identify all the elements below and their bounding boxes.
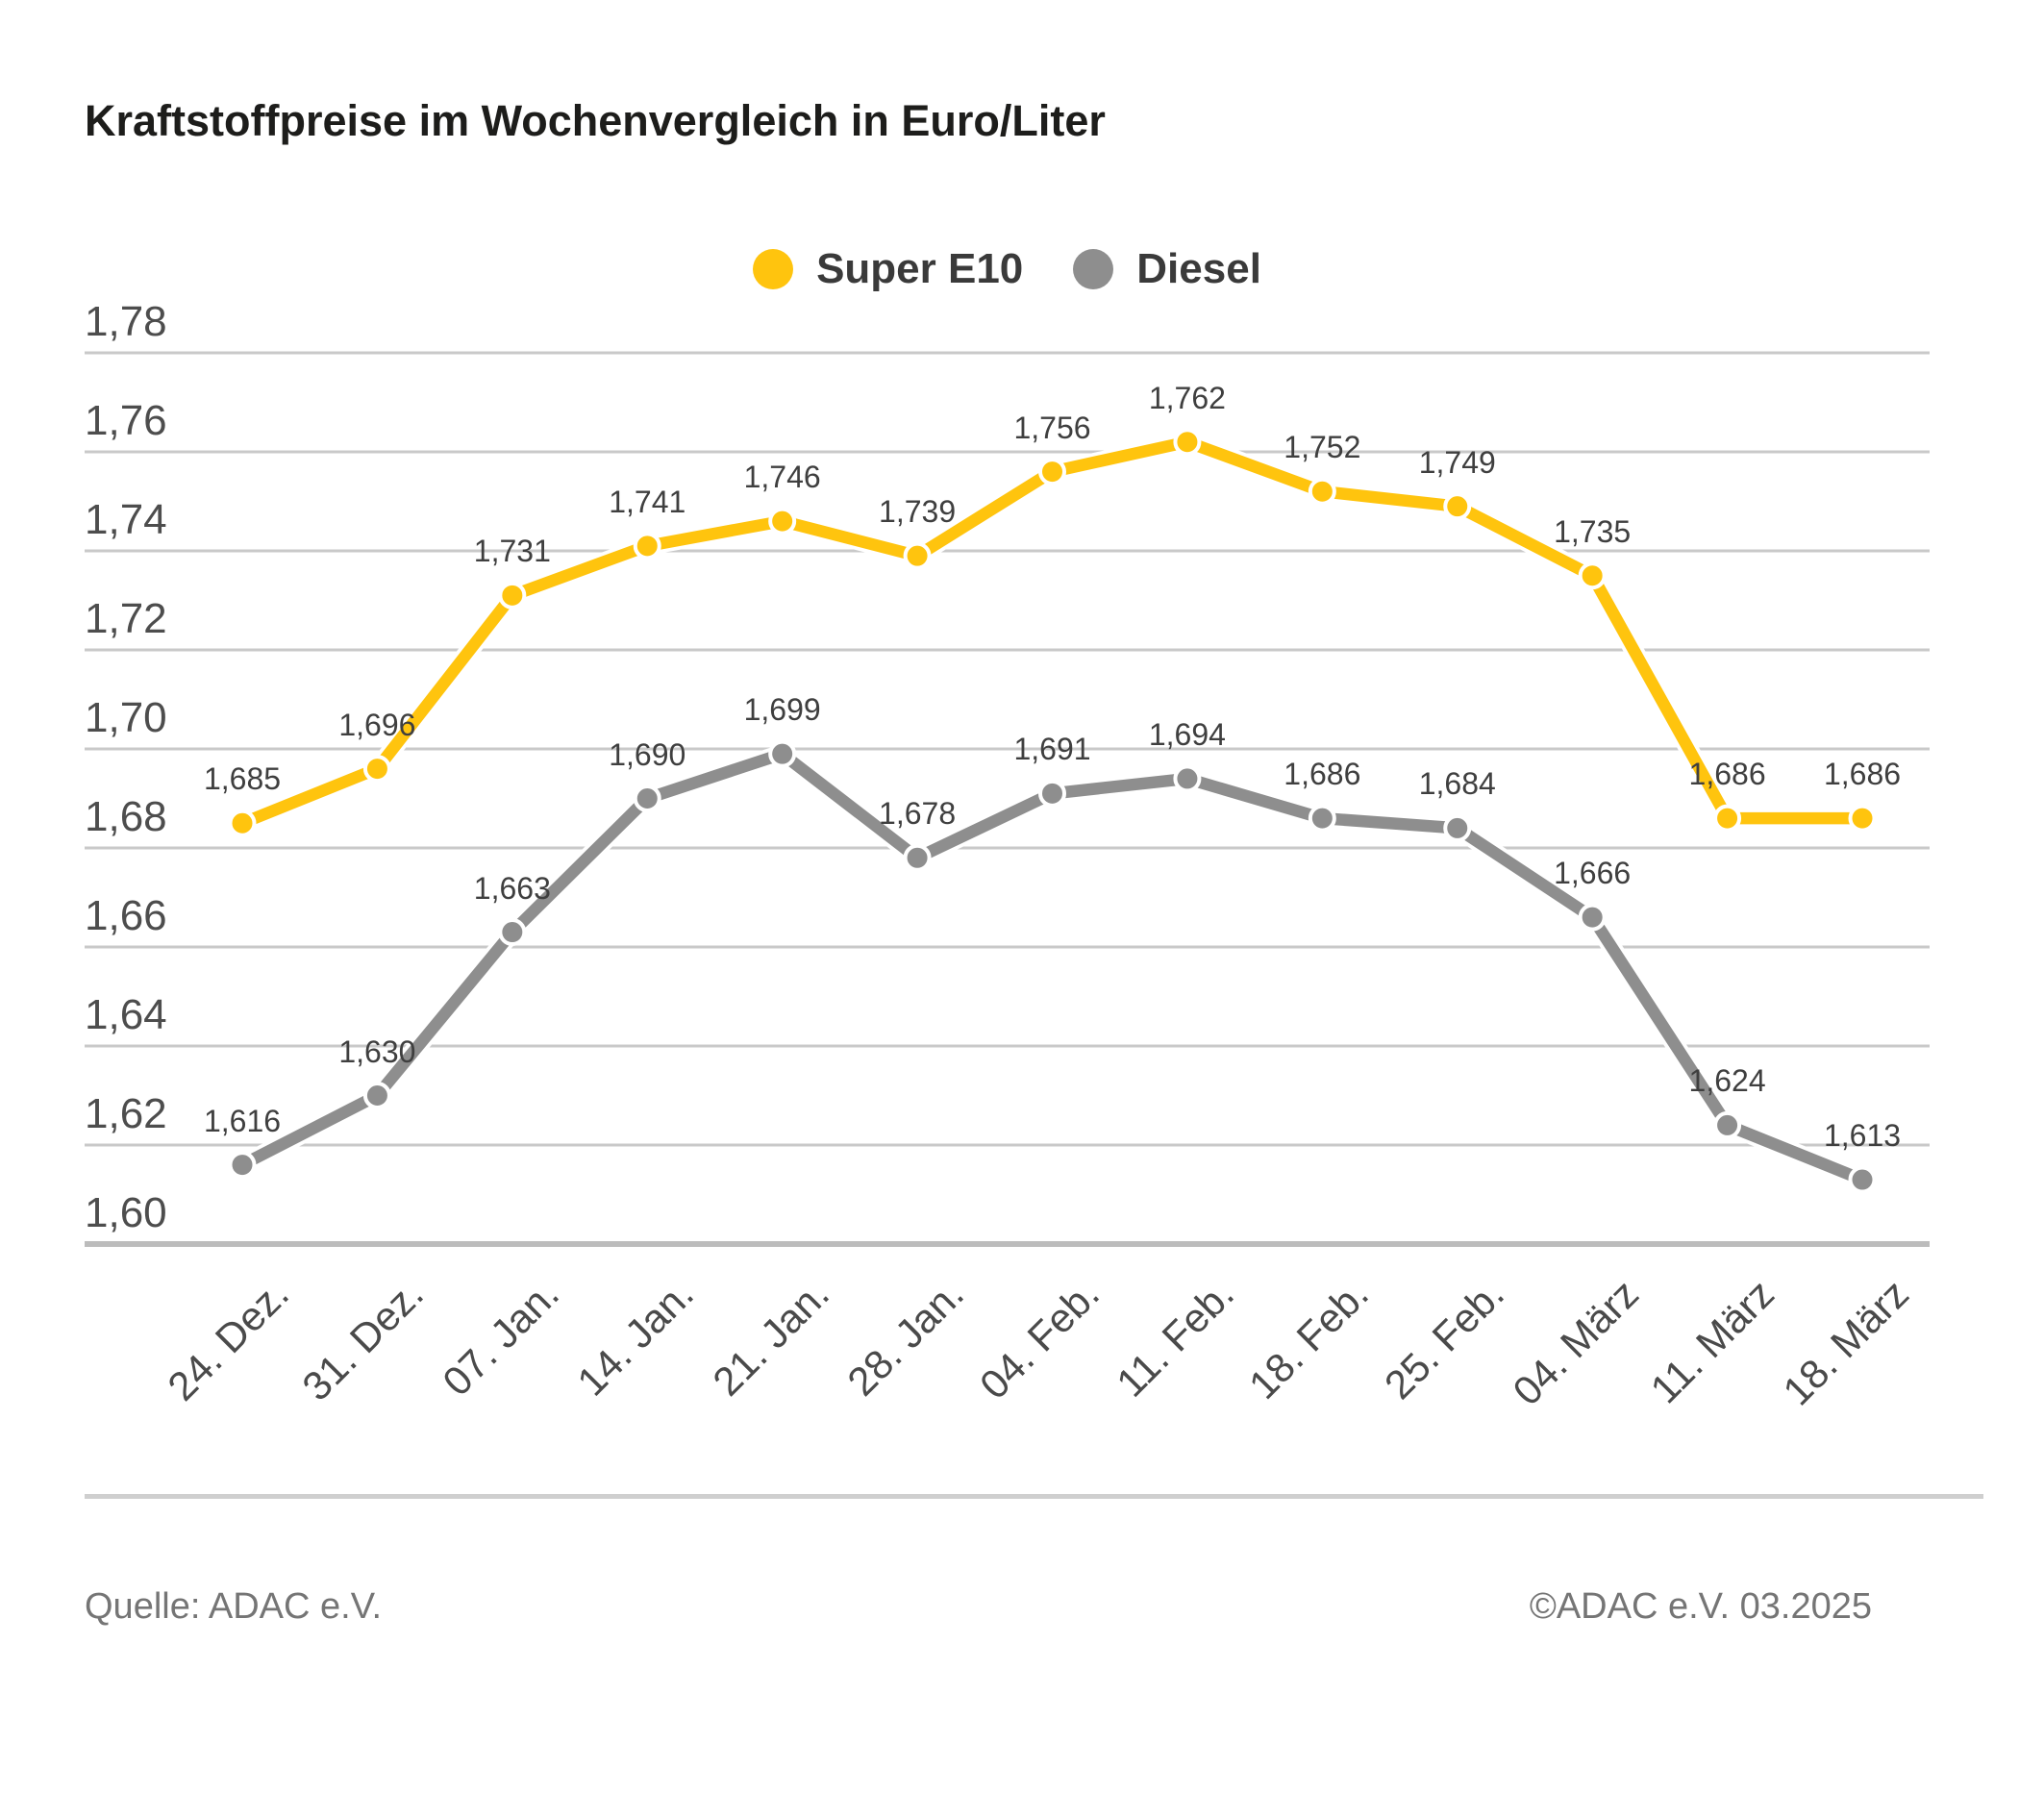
value-label-diesel-21-jan: 1,699 — [743, 692, 821, 728]
data-point-diesel-18-m-rz — [1848, 1165, 1877, 1194]
data-point-diesel-07-jan — [498, 918, 527, 947]
chart-legend: Super E10 Diesel — [85, 244, 1930, 294]
y-tick-label-1,66: 1,66 — [85, 892, 167, 939]
value-label-diesel-04-feb: 1,691 — [1013, 732, 1091, 767]
value-label-diesel-18-m-rz: 1,613 — [1823, 1118, 1902, 1154]
data-point-super-e10-04-m-rz — [1578, 561, 1607, 590]
value-label-super-e10-18-m-rz: 1,686 — [1823, 757, 1902, 792]
value-label-super-e10-21-jan: 1,746 — [743, 460, 821, 495]
data-point-diesel-21-jan — [768, 739, 797, 768]
y-tick-label-1,70: 1,70 — [85, 694, 167, 741]
data-point-diesel-11-feb — [1173, 764, 1202, 793]
data-point-diesel-31-dez — [362, 1082, 391, 1109]
value-label-diesel-28-jan: 1,678 — [879, 796, 957, 832]
legend-label-super-e10: Super E10 — [816, 245, 1024, 292]
legend-item-diesel: Diesel — [1073, 245, 1261, 293]
data-point-super-e10-04-feb — [1038, 458, 1066, 486]
y-tick-label-1,62: 1,62 — [85, 1090, 167, 1137]
data-point-super-e10-28-jan — [903, 541, 932, 570]
data-point-super-e10-11-feb — [1173, 428, 1202, 457]
value-label-diesel-14-jan: 1,690 — [609, 736, 686, 772]
value-label-super-e10-04-feb: 1,756 — [1013, 410, 1091, 445]
value-label-diesel-11-m-rz: 1,624 — [1688, 1063, 1766, 1099]
data-point-super-e10-14-jan — [633, 532, 661, 560]
y-tick-label-1,64: 1,64 — [85, 991, 167, 1038]
legend-label-diesel: Diesel — [1136, 245, 1261, 292]
data-point-super-e10-18-feb — [1308, 477, 1336, 506]
value-label-super-e10-11-m-rz: 1,686 — [1688, 757, 1766, 792]
y-tick-label-1,68: 1,68 — [85, 793, 167, 840]
legend-item-super-e10: Super E10 — [753, 245, 1023, 293]
value-label-diesel-25-feb: 1,684 — [1418, 766, 1496, 802]
value-label-super-e10-14-jan: 1,741 — [609, 484, 686, 519]
data-point-diesel-04-m-rz — [1578, 903, 1607, 932]
data-point-super-e10-31-dez — [362, 755, 391, 784]
value-label-super-e10-04-m-rz: 1,735 — [1554, 513, 1632, 549]
legend-swatch-diesel — [1073, 249, 1114, 289]
y-tick-label-1,76: 1,76 — [85, 397, 167, 444]
value-label-super-e10-25-feb: 1,749 — [1418, 444, 1496, 480]
y-tick-label-1,74: 1,74 — [85, 496, 167, 543]
data-point-diesel-04-feb — [1038, 779, 1066, 808]
value-label-diesel-31-dez: 1,630 — [338, 1033, 416, 1069]
data-point-super-e10-25-feb — [1443, 492, 1472, 521]
legend-swatch-super-e10 — [753, 249, 794, 289]
y-tick-label-1,72: 1,72 — [85, 595, 167, 642]
data-point-diesel-18-feb — [1308, 804, 1336, 833]
y-tick-label-1,60: 1,60 — [85, 1189, 167, 1236]
value-label-super-e10-11-feb: 1,762 — [1148, 380, 1226, 415]
data-point-diesel-14-jan — [633, 784, 661, 812]
data-point-super-e10-07-jan — [498, 581, 527, 610]
value-label-diesel-24-dez: 1,616 — [203, 1103, 282, 1138]
value-label-diesel-11-feb: 1,694 — [1148, 716, 1226, 752]
source-note: Quelle: ADAC e.V. — [85, 1586, 383, 1627]
value-label-super-e10-18-feb: 1,752 — [1284, 430, 1361, 465]
data-point-super-e10-18-m-rz — [1848, 804, 1877, 833]
series-line-diesel — [236, 747, 1869, 1186]
data-point-super-e10-24-dez — [228, 809, 257, 837]
value-label-super-e10-31-dez: 1,696 — [338, 707, 416, 742]
data-point-diesel-28-jan — [903, 843, 932, 872]
data-point-diesel-24-dez — [228, 1151, 257, 1180]
data-point-diesel-25-feb — [1443, 813, 1472, 842]
footer-divider — [85, 1494, 1983, 1499]
data-point-super-e10-21-jan — [768, 507, 797, 535]
value-label-diesel-04-m-rz: 1,666 — [1554, 856, 1632, 891]
value-label-diesel-18-feb: 1,686 — [1284, 757, 1361, 792]
value-label-diesel-07-jan: 1,663 — [473, 870, 551, 906]
data-point-super-e10-11-m-rz — [1713, 804, 1742, 833]
copyright-note: ©ADAC e.V. 03.2025 — [1529, 1586, 1872, 1627]
y-tick-label-1,78: 1,78 — [85, 298, 167, 345]
data-point-diesel-11-m-rz — [1713, 1110, 1742, 1139]
value-label-super-e10-28-jan: 1,739 — [879, 494, 957, 530]
value-label-super-e10-24-dez: 1,685 — [203, 761, 282, 797]
value-label-super-e10-07-jan: 1,731 — [473, 534, 551, 569]
page-title: Kraftstoffpreise im Wochenvergleich in E… — [85, 96, 1106, 145]
